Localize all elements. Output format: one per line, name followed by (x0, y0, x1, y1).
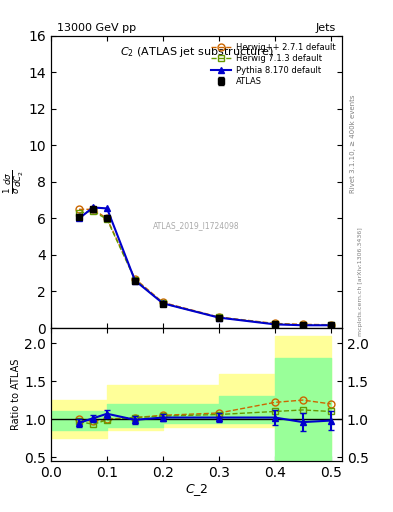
Pythia 8.170 default (300, 322, 305, 328)
Herwig++ 2.7.1 default (300, 321, 305, 327)
Y-axis label: Ratio to ATLAS: Ratio to ATLAS (11, 359, 22, 430)
Herwig 7.1.3 default (329, 322, 333, 328)
Herwig 7.1.3 default (91, 208, 95, 214)
Line: Herwig 7.1.3 default: Herwig 7.1.3 default (75, 208, 334, 329)
Herwig 7.1.3 default (105, 216, 109, 222)
Herwig 7.1.3 default (217, 314, 221, 321)
Text: Rivet 3.1.10, ≥ 400k events: Rivet 3.1.10, ≥ 400k events (350, 94, 356, 193)
Pythia 8.170 default (272, 321, 277, 327)
Y-axis label: $\frac{1}{\sigma}\frac{d\sigma}{dC_2}$: $\frac{1}{\sigma}\frac{d\sigma}{dC_2}$ (2, 169, 26, 195)
Herwig 7.1.3 default (77, 210, 81, 216)
Herwig 7.1.3 default (161, 300, 165, 306)
Pythia 8.170 default (77, 216, 81, 222)
Text: mcplots.cern.ch [arXiv:1306.3436]: mcplots.cern.ch [arXiv:1306.3436] (358, 227, 363, 336)
Herwig++ 2.7.1 default (217, 314, 221, 320)
Herwig++ 2.7.1 default (329, 322, 333, 328)
Herwig++ 2.7.1 default (105, 216, 109, 222)
Pythia 8.170 default (91, 204, 95, 210)
Herwig++ 2.7.1 default (161, 300, 165, 306)
Text: 13000 GeV pp: 13000 GeV pp (57, 23, 136, 33)
X-axis label: $C\_2$: $C\_2$ (185, 482, 208, 498)
Herwig++ 2.7.1 default (91, 206, 95, 212)
Line: Herwig++ 2.7.1 default: Herwig++ 2.7.1 default (75, 206, 334, 328)
Pythia 8.170 default (105, 205, 109, 211)
Legend: Herwig++ 2.7.1 default, Herwig 7.1.3 default, Pythia 8.170 default, ATLAS: Herwig++ 2.7.1 default, Herwig 7.1.3 def… (208, 40, 338, 89)
Herwig++ 2.7.1 default (132, 275, 137, 282)
Pythia 8.170 default (329, 322, 333, 328)
Text: $C_2$ (ATLAS jet substructure): $C_2$ (ATLAS jet substructure) (120, 45, 273, 58)
Herwig 7.1.3 default (272, 321, 277, 327)
Text: ATLAS_2019_I1724098: ATLAS_2019_I1724098 (153, 221, 240, 230)
Herwig++ 2.7.1 default (77, 206, 81, 212)
Herwig++ 2.7.1 default (272, 321, 277, 327)
Line: Pythia 8.170 default: Pythia 8.170 default (75, 204, 334, 329)
Herwig 7.1.3 default (132, 276, 137, 283)
Pythia 8.170 default (217, 314, 221, 321)
Pythia 8.170 default (161, 300, 165, 306)
Herwig 7.1.3 default (300, 322, 305, 328)
Text: Jets: Jets (316, 23, 336, 33)
Pythia 8.170 default (132, 278, 137, 284)
